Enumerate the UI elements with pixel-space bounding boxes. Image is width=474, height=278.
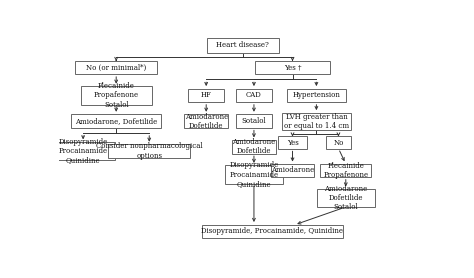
FancyBboxPatch shape [207,38,279,53]
Text: Disopyramide
Procainamide
Quinidine: Disopyramide Procainamide Quinidine [58,138,108,164]
FancyBboxPatch shape [278,136,307,149]
FancyBboxPatch shape [232,140,276,154]
FancyBboxPatch shape [75,61,157,75]
Text: Yes: Yes [287,138,299,147]
FancyBboxPatch shape [184,114,228,128]
FancyBboxPatch shape [202,225,343,238]
Text: No: No [333,138,344,147]
FancyBboxPatch shape [225,165,283,184]
FancyBboxPatch shape [320,163,371,177]
Text: CAD: CAD [246,91,262,100]
FancyBboxPatch shape [317,189,375,207]
Text: HF: HF [201,91,211,100]
Text: Amiodarone, Dofetilide: Amiodarone, Dofetilide [75,117,157,125]
Text: Consider nonpharmacological
options: Consider nonpharmacological options [96,143,202,160]
FancyBboxPatch shape [236,114,272,128]
FancyBboxPatch shape [188,89,224,102]
Text: Hypertension: Hypertension [292,91,340,100]
Text: Amiodarone
Dofetilide: Amiodarone Dofetilide [184,113,228,130]
FancyBboxPatch shape [72,114,161,128]
FancyBboxPatch shape [51,142,115,160]
Text: LVH greater than
or equal to 1.4 cm: LVH greater than or equal to 1.4 cm [284,113,349,130]
FancyBboxPatch shape [271,164,314,177]
Text: Amiodarone
Dofetilide
Sotalol: Amiodarone Dofetilide Sotalol [324,185,367,211]
Text: Yes †: Yes † [284,64,301,72]
FancyBboxPatch shape [326,136,351,149]
FancyBboxPatch shape [108,144,191,158]
FancyBboxPatch shape [236,89,272,102]
Text: Disopyramide, Procainamide, Quinidine: Disopyramide, Procainamide, Quinidine [201,227,343,235]
Text: No (or minimal*): No (or minimal*) [86,64,146,72]
FancyBboxPatch shape [287,89,346,102]
Text: Flecainide
Propafenone
Sotalol: Flecainide Propafenone Sotalol [94,82,139,109]
FancyBboxPatch shape [81,86,152,105]
Text: Flecainide
Propafenone: Flecainide Propafenone [323,162,368,179]
Text: Amiodarone
Dofetilide: Amiodarone Dofetilide [232,138,275,155]
Text: Sotalol: Sotalol [242,117,266,125]
FancyBboxPatch shape [255,61,330,75]
FancyBboxPatch shape [282,113,351,130]
Text: Disopyramide
Procainamide
Quinidine: Disopyramide Procainamide Quinidine [229,162,279,188]
Text: Heart disease?: Heart disease? [217,41,269,49]
Text: Amiodarone: Amiodarone [271,166,314,174]
